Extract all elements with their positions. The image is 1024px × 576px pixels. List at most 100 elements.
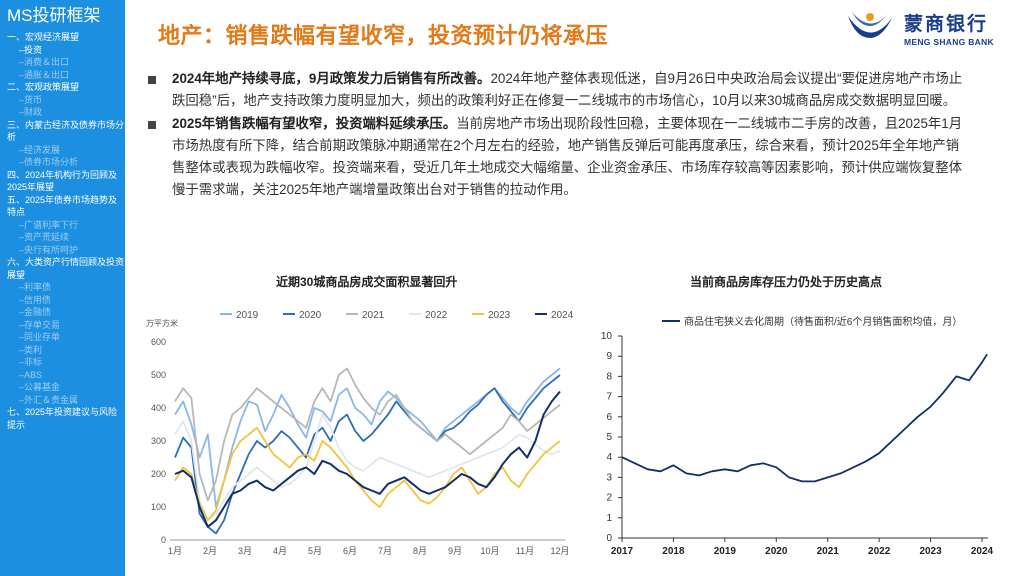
x-tick-label: 7月 — [378, 546, 392, 556]
y-tick-label: 9 — [606, 351, 612, 362]
y-tick-label: 400 — [151, 403, 166, 413]
x-tick-label: 5月 — [308, 546, 322, 556]
y-tick-label: 2 — [606, 493, 612, 504]
x-tick-label: 3月 — [238, 546, 252, 556]
series-line-destock-cycle — [621, 353, 988, 483]
sidebar-section[interactable]: 三、内蒙古经济及债券市场分析 — [7, 119, 125, 143]
y-tick-label: 3 — [606, 472, 612, 483]
sidebar-item[interactable]: –央行有所呵护 — [19, 244, 79, 255]
sales-area-chart: 2019 2020 2021 2022 2023 2024 万平方米 0 100 200 300 40… — [146, 310, 574, 556]
x-tick-label: 2019 — [714, 546, 737, 557]
bullet-item: 2025年销售跌幅有望收窄，投资端料延续承压。当前房地产市场出现阶段性回稳，主要… — [148, 113, 968, 201]
y-tick-label: 7 — [606, 392, 612, 403]
x-tick-label: 2月 — [203, 546, 217, 556]
sidebar-section[interactable]: 一、宏观经济展望 — [7, 32, 80, 42]
bullet-text: 当前房地产市场出现阶段性回稳，主要体现在一二线城市二手房的改善，且2025年1月… — [172, 116, 963, 197]
series-line-2020 — [174, 374, 561, 535]
sidebar-item[interactable]: –财政 — [19, 107, 43, 117]
y-tick-label: 8 — [606, 371, 612, 382]
x-tick-label: 10月 — [480, 546, 499, 556]
series-line-2023 — [174, 426, 561, 522]
bullet-list: 2024年地产持续寻底，9月政策发力后销售有所改善。2024年地产整体表现低迷，… — [148, 68, 968, 202]
bullet-item: 2024年地产持续寻底，9月政策发力后销售有所改善。2024年地产整体表现低迷，… — [148, 68, 968, 112]
sidebar-section[interactable]: 二、宏观政策展望 — [7, 82, 80, 92]
sidebar-item[interactable]: –债券市场分析 — [19, 157, 79, 167]
sidebar-item[interactable]: –广谱利率下行 — [19, 219, 79, 230]
legend-label: 商品住宅狭义去化周期（待售面积/近6个月销售面积均值，月） — [684, 315, 962, 328]
bullet-heading: 2025年销售跌幅有望收窄，投资端料延续承压。 — [172, 116, 457, 131]
logo-mark-icon — [848, 12, 892, 38]
sidebar-item[interactable]: –公募基金 — [19, 382, 61, 392]
y-tick-label: 0 — [606, 533, 612, 544]
sidebar-item[interactable]: –货币 — [19, 94, 43, 105]
series-line-2021 — [174, 367, 561, 502]
x-tick-label: 4月 — [273, 546, 287, 556]
x-tick-label: 2018 — [662, 546, 685, 557]
sidebar-section[interactable]: 五、2025年债券市场趋势及特点 — [7, 194, 118, 218]
sidebar-item[interactable]: –经济发展 — [19, 144, 61, 155]
y-tick-label: 600 — [151, 337, 166, 347]
x-tick-label: 2024 — [971, 546, 994, 557]
x-tick-label: 6月 — [343, 546, 357, 556]
sidebar-item[interactable]: –金融债 — [19, 307, 52, 317]
page-title: 地产：销售跌幅有望收窄，投资预计仍将承压 — [158, 23, 609, 48]
y-tick-label: 100 — [151, 502, 166, 512]
sidebar-item[interactable]: –消费＆出口 — [19, 57, 70, 67]
x-tick-label: 2022 — [868, 546, 891, 557]
bank-logo: 蒙商银行 MENG SHANG BANK — [842, 8, 1022, 52]
x-tick-label: 2020 — [765, 546, 788, 557]
sidebar-item[interactable]: –存单交易 — [19, 319, 61, 330]
sidebar-item[interactable]: –信用债 — [19, 294, 52, 305]
inventory-cycle-chart: 商品住宅狭义去化周期（待售面积/近6个月销售面积均值，月） 0 1 2 3 4 5 6 7 8 9 1… — [601, 315, 994, 557]
y-tick-label: 5 — [606, 432, 612, 443]
x-tick-label: 1月 — [168, 546, 182, 556]
sidebar-section[interactable]: 六、大类资产行情回顾及投资展望 — [7, 257, 125, 280]
sidebar-section[interactable]: 四、2024年机构行为回顾及2025年展望 — [7, 169, 118, 193]
legend-label: 2024 — [551, 310, 574, 321]
legend-label: 2021 — [362, 310, 385, 321]
legend-label: 2022 — [425, 310, 448, 321]
chart1-title: 近期30城商品房成交面积显著回升 — [276, 275, 458, 289]
sidebar-brand[interactable]: MS投研框架 — [7, 6, 101, 25]
y-tick-label: 200 — [151, 469, 166, 479]
y-tick-label: 1 — [606, 513, 612, 524]
x-tick-label: 8月 — [413, 546, 427, 556]
y-axis-unit: 万平方米 — [146, 318, 178, 328]
series-line-2024 — [174, 390, 561, 528]
x-tick-label: 12月 — [550, 546, 569, 556]
sidebar-item[interactable]: –ABS — [19, 369, 43, 380]
bullet-square-icon — [148, 121, 156, 129]
legend-label: 2023 — [488, 310, 511, 321]
y-tick-label: 4 — [606, 452, 612, 463]
y-tick-label: 10 — [601, 331, 613, 342]
sidebar-item[interactable]: –同业存单 — [19, 332, 61, 342]
sidebar-item[interactable]: –类利 — [19, 344, 43, 355]
sidebar-item[interactable]: –外汇＆贵金属 — [19, 394, 79, 405]
y-tick-label: 500 — [151, 370, 166, 380]
logo-name: 蒙商银行 — [904, 14, 989, 35]
bullet-square-icon — [148, 76, 156, 84]
series-line-2022 — [174, 413, 561, 522]
sidebar-item[interactable]: –资产荒延续 — [19, 232, 70, 242]
sidebar: MS投研框架 一、宏观经济展望 –投资 –消费＆出口 –通胀＆出口 二、宏观政策展望 –货… — [0, 0, 125, 576]
legend-label: 2019 — [236, 310, 259, 321]
sidebar-nav: 一、宏观经济展望 –投资 –消费＆出口 –通胀＆出口 二、宏观政策展望 –货币 –财政三、内… — [0, 31, 125, 431]
y-tick-label: 6 — [606, 412, 612, 423]
sidebar-item[interactable]: –投资 — [19, 44, 43, 55]
logo-en: MENG SHANG BANK — [904, 37, 994, 47]
bullet-text: 2024年地产整体表现低迷，自9月26日中央政治局会议提出“要促进房地产市场止跌… — [172, 71, 963, 108]
bullet-heading: 2024年地产持续寻底，9月政策发力后销售有所改善。 — [172, 71, 491, 86]
x-tick-label: 2021 — [817, 546, 840, 557]
legend-label: 2020 — [299, 310, 322, 321]
y-tick-label: 300 — [151, 436, 166, 446]
x-tick-label: 2023 — [919, 546, 942, 557]
sidebar-item[interactable]: –通胀＆出口 — [19, 69, 70, 80]
sidebar-item[interactable]: –利率债 — [19, 282, 52, 292]
chart2-title: 当前商品房库存压力仍处于历史高点 — [690, 275, 883, 289]
y-tick-label: 0 — [161, 535, 166, 545]
x-tick-label: 2017 — [611, 546, 634, 557]
x-tick-label: 9月 — [448, 546, 462, 556]
x-tick-label: 11月 — [516, 546, 534, 556]
sidebar-section[interactable]: 七、2025年投资建议与风险提示 — [7, 407, 118, 430]
sidebar-item[interactable]: –非标 — [19, 357, 43, 367]
